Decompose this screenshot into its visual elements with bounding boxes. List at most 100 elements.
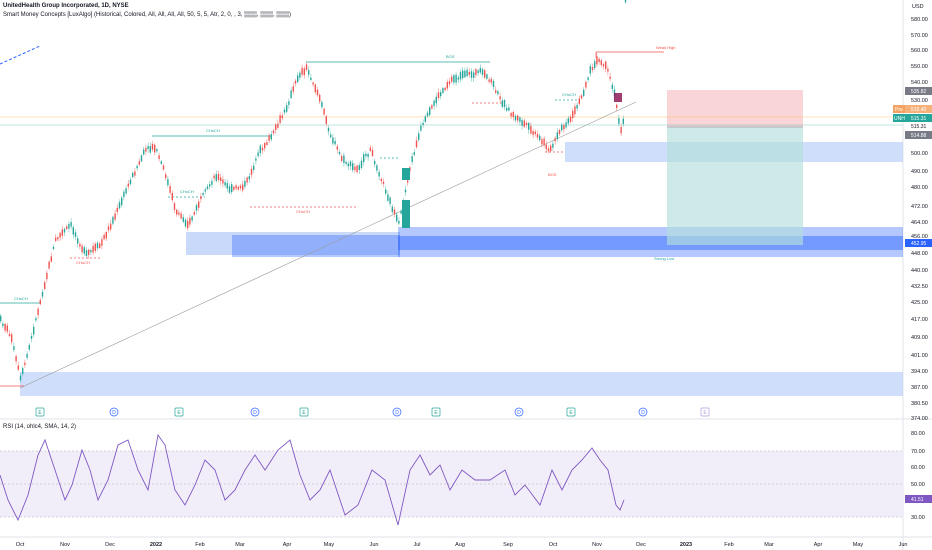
rsi-tick-label: 30.00 <box>911 515 925 521</box>
time-tick-label: Jul <box>413 542 420 548</box>
rsi-tick-label: 50.00 <box>911 482 925 488</box>
highlight-candle-purple <box>614 93 622 102</box>
earnings-marker[interactable]: E <box>299 407 309 417</box>
currency-label: USD <box>912 4 924 10</box>
dividend-marker[interactable]: D <box>109 407 119 417</box>
price-tick-label: 387.00 <box>911 385 928 391</box>
rsi-tick-label: 80.00 <box>911 431 925 437</box>
svg-text:E: E <box>177 410 181 416</box>
earnings-marker[interactable]: E <box>35 407 45 417</box>
order-block-zones <box>20 142 903 396</box>
time-tick-label: 2023 <box>680 542 692 548</box>
price-tick-label: 550.00 <box>911 64 928 70</box>
time-tick-label: Sep <box>503 542 513 548</box>
svg-text:E: E <box>434 410 438 416</box>
time-tick-label: Apr <box>814 542 823 548</box>
price-tick-label: 490.00 <box>911 169 928 175</box>
indicator-title[interactable]: Smart Money Concepts [LuxAlgo] (Historic… <box>3 12 292 18</box>
time-tick-label: Dec <box>636 542 646 548</box>
price-tick-label: 448.00 <box>911 251 928 257</box>
time-tick-label: Mar <box>764 542 774 548</box>
time-tick-label: May <box>853 542 864 548</box>
rsi-tick-label: 70.00 <box>911 449 925 455</box>
badge-zone: 452.95 <box>911 241 927 247</box>
svg-text:E: E <box>302 410 306 416</box>
time-tick-label: Jun <box>370 542 379 548</box>
time-tick-label: May <box>324 542 335 548</box>
price-tick-label: 560.00 <box>911 48 928 54</box>
time-tick-label: Aug <box>455 542 465 548</box>
price-tick-label: 425.00 <box>911 300 928 306</box>
bos-top-label: BOS <box>446 54 455 59</box>
trendline <box>19 101 637 389</box>
earnings-marker[interactable]: E <box>700 407 710 417</box>
choch-label-6: CHoCH <box>562 92 576 97</box>
svg-text:E: E <box>703 410 707 416</box>
price-tick-label: 374.00 <box>911 416 928 422</box>
symbol-title[interactable]: UnitedHealth Group Incorporated, 1D, NYS… <box>3 3 129 9</box>
price-tick-label: 401.00 <box>911 353 928 359</box>
price-tick-label: 464.00 <box>911 220 928 226</box>
svg-text:D: D <box>112 410 116 416</box>
choch-label-3: CHoCH <box>296 209 310 214</box>
time-tick-label: Nov <box>592 542 602 548</box>
chart-legend[interactable]: UnitedHealth Group Incorporated, 1D, NYS… <box>3 2 291 20</box>
badge-low: 514.88 <box>911 133 927 139</box>
dividend-marker[interactable]: D <box>250 407 260 417</box>
badge-top: 535.82 <box>911 89 927 95</box>
price-tick-label: 540.00 <box>911 80 928 86</box>
price-tick-label: 440.00 <box>911 268 928 274</box>
rsi-tick-label: 60.00 <box>911 465 925 471</box>
projection-line <box>0 45 41 65</box>
badge-pre-label: Pre <box>895 107 903 113</box>
time-tick-label: Nov <box>60 542 70 548</box>
structure-lines <box>0 51 664 387</box>
dividend-marker[interactable]: D <box>514 407 524 417</box>
earnings-marker[interactable]: E <box>431 407 441 417</box>
highlight-candle-green-2 <box>402 168 410 180</box>
price-tick-label: 432.50 <box>911 284 928 290</box>
time-tick-label: Mar <box>235 542 245 548</box>
badge-mid: 515.31 <box>911 124 927 130</box>
short-position-tool[interactable] <box>667 90 803 245</box>
candlesticks <box>0 0 627 383</box>
dividend-marker[interactable]: D <box>392 407 402 417</box>
choch-label-4: CHoCH <box>180 189 194 194</box>
price-tick-label: 472.00 <box>911 204 928 210</box>
time-tick-label: Oct <box>16 542 25 548</box>
highlight-candle-green <box>402 200 410 228</box>
svg-text:E: E <box>38 410 42 416</box>
dividend-marker[interactable]: D <box>638 407 648 417</box>
price-tick-label: 580.00 <box>911 17 928 23</box>
rsi-legend[interactable]: RSI (14, ohlc4, SMA, 14, 2) <box>3 424 77 430</box>
price-tick-label: 530.00 <box>911 98 928 104</box>
price-tick-label: 570.00 <box>911 33 928 39</box>
earnings-marker[interactable]: E <box>566 407 576 417</box>
time-tick-label: Feb <box>724 542 733 548</box>
time-tick-label: Dec <box>105 542 115 548</box>
time-tick-label: Jun <box>899 542 908 548</box>
badge-unh-label: UNH <box>894 116 905 122</box>
badge-pre-value: 519.40 <box>911 107 927 113</box>
svg-text:D: D <box>395 410 399 416</box>
price-tick-label: 380.50 <box>911 401 928 407</box>
weak-high-label: Weak High <box>656 45 676 50</box>
price-axis[interactable]: 580.00 570.00 560.00 550.00 540.00 530.00 500.… <box>911 17 928 422</box>
structure-labels: BOS Weak High CHoCH Strong Low CHoCH CHo… <box>14 45 676 301</box>
price-tick-label: 409.00 <box>911 335 928 341</box>
time-tick-label: 2022 <box>150 542 162 548</box>
time-axis[interactable]: Oct Nov Dec 2022 Feb Mar Apr May Jun Jul Aug Sep Oct… <box>16 542 908 548</box>
time-tick-label: Feb <box>195 542 204 548</box>
time-tick-label: Apr <box>283 542 292 548</box>
svg-text:D: D <box>641 410 645 416</box>
price-tick-label: 417.00 <box>911 317 928 323</box>
earnings-marker[interactable]: E <box>174 407 184 417</box>
svg-text:E: E <box>569 410 573 416</box>
bos-label-2: BOS <box>548 172 557 177</box>
badge-unh-value: 515.31 <box>911 116 927 122</box>
rsi-band <box>0 451 903 517</box>
choch-label-5: CHoCH <box>76 260 90 265</box>
